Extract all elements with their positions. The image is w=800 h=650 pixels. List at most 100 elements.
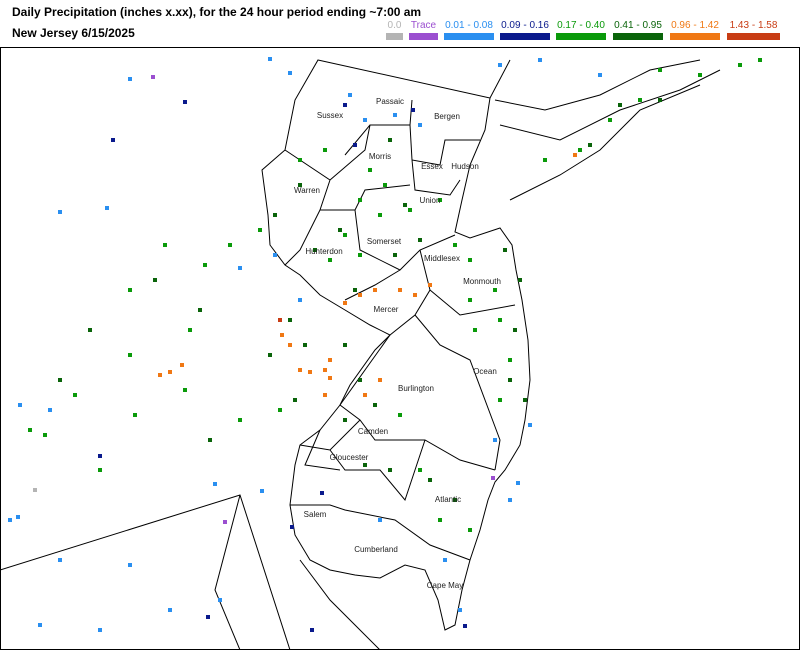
station-dot — [618, 103, 622, 107]
station-dot — [443, 558, 447, 562]
station-dot — [348, 93, 352, 97]
station-dot — [463, 624, 467, 628]
other-borders — [0, 59, 721, 650]
county-label: Warren — [294, 186, 320, 195]
station-dot — [453, 243, 457, 247]
legend-label: 0.41 - 0.95 — [614, 20, 662, 31]
station-dot — [188, 328, 192, 332]
station-dot — [273, 213, 277, 217]
station-dot — [128, 288, 132, 292]
station-dot — [658, 98, 662, 102]
legend-label: 0.0 — [388, 20, 402, 31]
map-frame — [0, 47, 800, 650]
county-label: Gloucester — [330, 453, 369, 462]
station-dot — [343, 418, 347, 422]
county-label: Middlesex — [424, 254, 460, 263]
station-dot — [73, 393, 77, 397]
county-label: Morris — [369, 152, 391, 161]
station-dot — [363, 463, 367, 467]
stations — [8, 57, 762, 632]
station-dot — [180, 363, 184, 367]
station-dot — [313, 248, 317, 252]
county-label: Somerset — [367, 237, 402, 246]
station-dot — [453, 498, 457, 502]
station-dot — [428, 478, 432, 482]
county-label: Sussex — [317, 111, 343, 120]
county-label: Burlington — [398, 384, 434, 393]
station-dot — [408, 208, 412, 212]
station-dot — [638, 98, 642, 102]
county-label: Cumberland — [354, 545, 398, 554]
station-dot — [343, 343, 347, 347]
station-dot — [358, 253, 362, 257]
legend: 0.0 Trace 0.01 - 0.08 0.09 - 0.16 0.17 - 0.4… — [386, 20, 780, 40]
county-label: Monmouth — [463, 277, 501, 286]
station-dot — [310, 628, 314, 632]
station-dot — [543, 158, 547, 162]
station-dot — [516, 481, 520, 485]
station-dot — [303, 343, 307, 347]
station-dot — [503, 248, 507, 252]
station-dot — [498, 398, 502, 402]
station-dot — [578, 148, 582, 152]
legend-label: 0.01 - 0.08 — [445, 20, 493, 31]
station-dot — [58, 558, 62, 562]
county-label: Bergen — [434, 112, 460, 121]
station-dot — [358, 293, 362, 297]
station-dot — [508, 378, 512, 382]
station-dot — [428, 283, 432, 287]
station-dot — [411, 108, 415, 112]
station-dot — [523, 398, 527, 402]
station-dot — [658, 68, 662, 72]
station-dot — [198, 308, 202, 312]
station-dot — [383, 183, 387, 187]
station-dot — [98, 628, 102, 632]
station-dot — [458, 608, 462, 612]
station-dot — [343, 233, 347, 237]
station-dot — [468, 528, 472, 532]
station-dot — [363, 118, 367, 122]
station-dot — [328, 258, 332, 262]
station-dot — [48, 408, 52, 412]
station-dot — [378, 378, 382, 382]
station-dot — [98, 468, 102, 472]
station-dot — [153, 278, 157, 282]
station-dot — [208, 438, 212, 442]
station-dot — [608, 118, 612, 122]
station-dot — [698, 73, 702, 77]
station-dot — [388, 468, 392, 472]
station-dot — [238, 266, 242, 270]
station-dot — [260, 489, 264, 493]
station-dot — [378, 518, 382, 522]
station-dot — [8, 518, 12, 522]
station-dot — [398, 288, 402, 292]
station-dot — [508, 358, 512, 362]
station-dot — [218, 598, 222, 602]
station-dot — [343, 103, 347, 107]
station-dot — [513, 328, 517, 332]
legend-label: 0.09 - 0.16 — [501, 20, 549, 31]
station-dot — [378, 213, 382, 217]
station-dot — [105, 206, 109, 210]
station-dot — [298, 368, 302, 372]
county-label: Ocean — [473, 367, 497, 376]
station-dot — [268, 57, 272, 61]
legend-label: 0.96 - 1.42 — [671, 20, 719, 31]
station-dot — [418, 238, 422, 242]
station-dot — [43, 433, 47, 437]
station-dot — [163, 243, 167, 247]
station-dot — [538, 58, 542, 62]
county-label: Hudson — [451, 162, 479, 171]
station-dot — [498, 63, 502, 67]
station-dot — [518, 278, 522, 282]
station-dot — [28, 428, 32, 432]
station-dot — [183, 388, 187, 392]
station-dot — [363, 393, 367, 397]
station-dot — [298, 298, 302, 302]
station-dot — [373, 403, 377, 407]
station-dot — [468, 298, 472, 302]
station-dot — [358, 378, 362, 382]
county-label: Salem — [304, 510, 327, 519]
county-label: Union — [420, 196, 441, 205]
station-dot — [228, 243, 232, 247]
